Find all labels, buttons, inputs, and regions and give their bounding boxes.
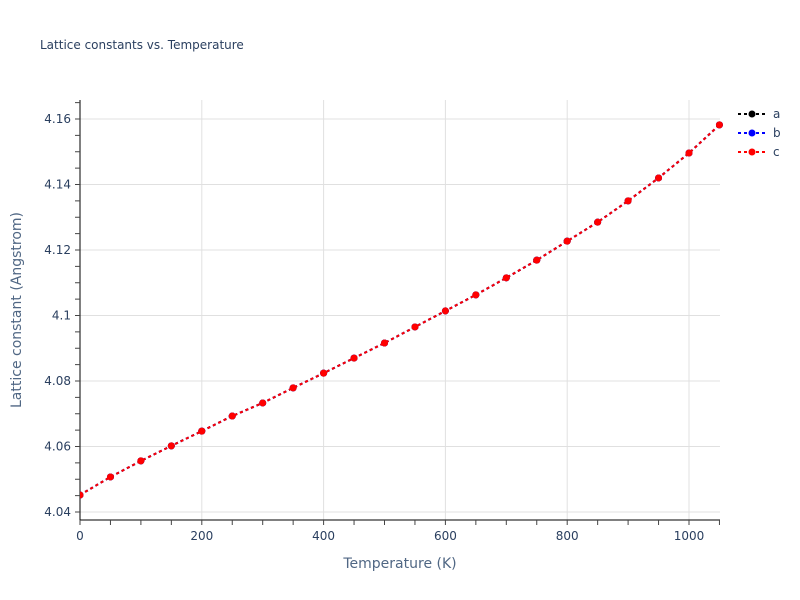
- data-point[interactable]: [289, 384, 297, 392]
- data-point[interactable]: [167, 442, 175, 450]
- y-axis-title: Lattice constant (Angstrom): [9, 212, 25, 408]
- data-point[interactable]: [350, 354, 358, 362]
- x-tick-label: 200: [190, 529, 213, 543]
- data-point[interactable]: [106, 473, 114, 481]
- data-point[interactable]: [320, 369, 328, 377]
- series-a: [80, 121, 723, 499]
- x-tick-label: 0: [76, 529, 84, 543]
- grid: [80, 100, 720, 520]
- data-point[interactable]: [198, 427, 206, 435]
- legend-item-b[interactable]: b: [738, 126, 781, 140]
- x-tick-label: 800: [556, 529, 579, 543]
- data-point[interactable]: [381, 339, 388, 347]
- data-point[interactable]: [472, 291, 480, 299]
- y-tick-label: 4.08: [44, 374, 71, 388]
- x-axis-title: Temperature (K): [342, 556, 456, 572]
- y-tick-label: 4.1: [52, 309, 71, 323]
- svg-text:c: c: [773, 145, 780, 159]
- series-c: [77, 121, 723, 499]
- x-tick-label: 600: [434, 529, 457, 543]
- data-point[interactable]: [77, 491, 84, 499]
- data-point[interactable]: [502, 274, 510, 282]
- y-tick-label: 4.14: [44, 178, 71, 192]
- data-point[interactable]: [533, 256, 541, 264]
- x-tick-label: 1000: [674, 529, 705, 543]
- data-point[interactable]: [685, 149, 693, 157]
- data-point[interactable]: [594, 218, 602, 226]
- data-point[interactable]: [441, 307, 449, 315]
- data-point[interactable]: [259, 399, 267, 407]
- y-tick-label: 4.16: [44, 112, 71, 126]
- svg-text:b: b: [773, 126, 781, 140]
- data-point[interactable]: [563, 237, 571, 245]
- svg-text:a: a: [773, 107, 780, 121]
- x-tick-label: 400: [312, 529, 335, 543]
- y-tick-label: 4.12: [44, 243, 71, 257]
- legend-item-a[interactable]: a: [738, 107, 780, 121]
- y-tick-label: 4.06: [44, 440, 71, 454]
- series-b: [80, 121, 723, 499]
- data-point[interactable]: [411, 323, 419, 331]
- legend: abc: [738, 107, 781, 159]
- data-point[interactable]: [715, 121, 723, 129]
- data-point[interactable]: [655, 174, 663, 182]
- data-point[interactable]: [624, 197, 632, 205]
- y-tick-label: 4.04: [44, 505, 71, 519]
- chart-title: Lattice constants vs. Temperature: [40, 38, 244, 52]
- data-point[interactable]: [228, 412, 236, 420]
- data-point[interactable]: [137, 457, 145, 465]
- legend-item-c[interactable]: c: [738, 145, 780, 159]
